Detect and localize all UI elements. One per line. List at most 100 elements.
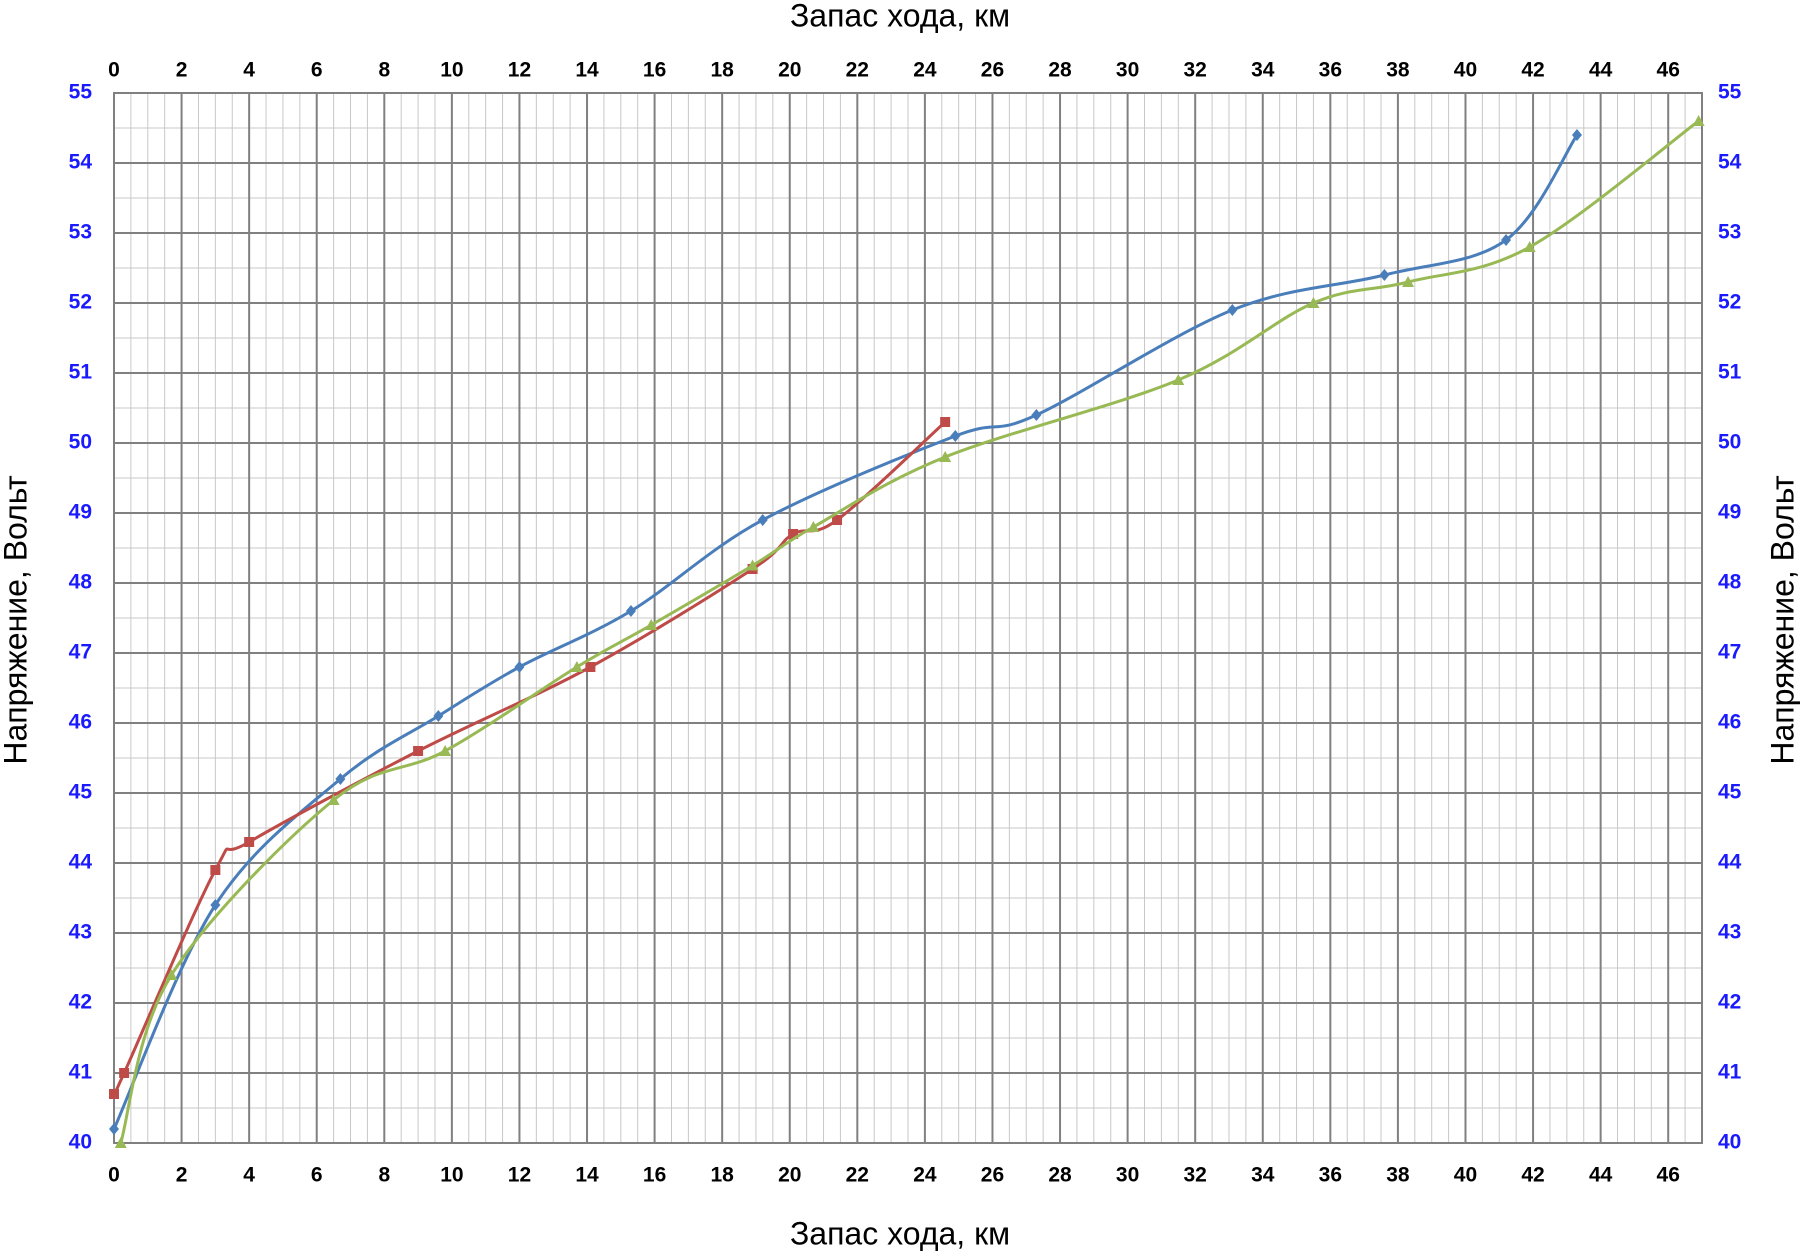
- x2-tick-label: 16: [643, 59, 666, 82]
- x2-tick-label: 22: [846, 59, 869, 82]
- y-tick-label: 50: [69, 431, 92, 454]
- x-tick-label: 16: [643, 1164, 666, 1187]
- y2-tick-label: 54: [1718, 151, 1742, 174]
- y-axis-title: Напряжение, Вольт: [0, 475, 33, 765]
- marker: [109, 1123, 119, 1135]
- marker: [1031, 409, 1042, 421]
- x-tick-label: 40: [1454, 1164, 1477, 1187]
- x2-tick-label: 24: [913, 59, 937, 82]
- x-tick-label: 36: [1319, 1164, 1342, 1187]
- marker: [244, 837, 255, 847]
- y-tick-label: 40: [69, 1131, 92, 1154]
- x2-tick-label: 12: [508, 59, 531, 82]
- x2-tick-label: 42: [1521, 59, 1544, 82]
- y-tick-label: 47: [69, 641, 92, 664]
- x2-tick-label: 8: [378, 59, 390, 82]
- x2-tick-label: 32: [1184, 59, 1207, 82]
- marker: [570, 661, 583, 672]
- y2-tick-label: 40: [1718, 1131, 1741, 1154]
- y-tick-label: 42: [69, 991, 92, 1014]
- marker: [109, 1089, 119, 1099]
- x-tick-label: 20: [778, 1164, 801, 1187]
- marker: [645, 619, 658, 630]
- plot-frame: [113, 92, 1703, 1144]
- marker: [433, 710, 444, 722]
- marker: [335, 773, 346, 785]
- y2-tick-label: 55: [1718, 81, 1742, 104]
- x-tick-label: 34: [1251, 1164, 1275, 1187]
- x2-tick-label: 0: [108, 59, 120, 82]
- y2-tick-label: 43: [1718, 921, 1741, 944]
- x-tick-label: 28: [1048, 1164, 1072, 1187]
- x2-tick-label: 34: [1251, 59, 1275, 82]
- marker: [625, 605, 636, 617]
- x2-tick-label: 28: [1048, 59, 1072, 82]
- marker: [807, 521, 820, 532]
- y2-tick-label: 51: [1718, 361, 1742, 384]
- x2-tick-label: 40: [1454, 59, 1477, 82]
- marker: [114, 1137, 127, 1148]
- x-tick-label: 46: [1657, 1164, 1680, 1187]
- marker: [1307, 297, 1320, 308]
- x-tick-label: 6: [311, 1164, 323, 1187]
- marker: [585, 662, 596, 672]
- marker: [1571, 129, 1582, 141]
- marker: [514, 661, 525, 673]
- x-tick-label: 10: [440, 1164, 463, 1187]
- y-tick-label: 51: [69, 361, 93, 384]
- y2-tick-label: 50: [1718, 431, 1741, 454]
- x2-axis-title: Запас хода, км: [790, 0, 1010, 33]
- marker: [1227, 304, 1238, 316]
- x-tick-label: 30: [1116, 1164, 1139, 1187]
- marker: [439, 745, 452, 756]
- marker: [210, 865, 221, 875]
- y-tick-label: 55: [69, 81, 93, 104]
- x2-tick-label: 6: [311, 59, 323, 82]
- marker: [939, 451, 952, 462]
- marker: [746, 559, 759, 571]
- marker: [940, 417, 951, 427]
- y2-tick-label: 44: [1718, 851, 1742, 874]
- x-tick-label: 32: [1184, 1164, 1207, 1187]
- marker: [1692, 115, 1705, 126]
- y-tick-label: 52: [69, 291, 92, 314]
- x-tick-label: 24: [913, 1164, 937, 1187]
- y2-tick-label: 45: [1718, 781, 1742, 804]
- y-tick-label: 54: [69, 151, 93, 174]
- y2-axis-title: Напряжение, Вольт: [1764, 475, 1800, 765]
- x-tick-label: 44: [1589, 1164, 1613, 1187]
- marker: [413, 746, 424, 756]
- x2-tick-label: 18: [710, 59, 734, 82]
- x-tick-label: 22: [846, 1164, 869, 1187]
- x2-tick-label: 30: [1116, 59, 1139, 82]
- x2-tick-label: 2: [176, 59, 188, 82]
- y2-tick-label: 53: [1718, 221, 1741, 244]
- marker: [210, 899, 221, 911]
- y2-tick-label: 42: [1718, 991, 1741, 1014]
- x-tick-label: 18: [710, 1164, 734, 1187]
- minor-grid: [113, 92, 1703, 1144]
- x2-tick-label: 44: [1589, 59, 1613, 82]
- y-tick-label: 43: [69, 921, 92, 944]
- x-tick-label: 12: [508, 1164, 531, 1187]
- x2-tick-label: 36: [1319, 59, 1342, 82]
- x2-tick-label: 10: [440, 59, 463, 82]
- marker: [1402, 276, 1415, 287]
- marker: [165, 969, 178, 980]
- y-tick-label: 46: [69, 711, 92, 734]
- x-tick-label: 4: [243, 1164, 255, 1187]
- x2-tick-label: 38: [1386, 59, 1410, 82]
- y2-tick-label: 47: [1718, 641, 1741, 664]
- x-tick-label: 14: [575, 1164, 599, 1187]
- y2-tick-label: 49: [1718, 501, 1741, 524]
- y-tick-label: 45: [69, 781, 93, 804]
- marker: [119, 1068, 130, 1078]
- y-tick-label: 41: [69, 1061, 93, 1084]
- y2-tick-label: 41: [1718, 1061, 1742, 1084]
- y-tick-label: 49: [69, 501, 92, 524]
- marker: [1172, 374, 1185, 385]
- marker: [1501, 234, 1512, 246]
- marker: [832, 515, 843, 525]
